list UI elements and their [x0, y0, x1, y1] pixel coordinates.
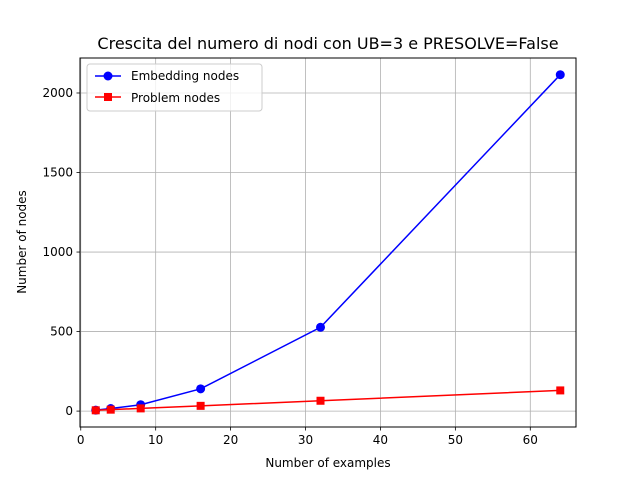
- legend-label-problem: Problem nodes: [131, 91, 220, 105]
- x-axis-label: Number of examples: [265, 456, 390, 470]
- legend: Embedding nodes Problem nodes: [86, 63, 263, 112]
- grid: [80, 58, 576, 427]
- data-point: [556, 386, 565, 395]
- data-point: [196, 401, 205, 410]
- x-axis: 0 10 20 30 40 50 60: [77, 427, 538, 447]
- legend-marker-problem: [104, 93, 112, 101]
- x-tick-label: 0: [77, 433, 85, 447]
- y-axis: 0 500 1000 1500 2000: [42, 86, 80, 418]
- legend-label-embedding: Embedding nodes: [131, 69, 239, 83]
- x-tick-label: 30: [298, 433, 313, 447]
- x-tick-label: 50: [448, 433, 463, 447]
- x-tick-label: 40: [373, 433, 388, 447]
- legend-marker-embedding: [103, 71, 113, 81]
- y-tick-label: 0: [65, 404, 73, 418]
- y-tick-label: 1500: [42, 166, 73, 180]
- chart-title: Crescita del numero di nodi con UB=3 e P…: [97, 34, 558, 53]
- y-axis-label: Number of nodes: [15, 190, 29, 294]
- y-tick-label: 500: [50, 325, 73, 339]
- x-tick-label: 20: [223, 433, 238, 447]
- data-point: [136, 404, 145, 413]
- x-tick-label: 60: [523, 433, 538, 447]
- data-point: [106, 405, 115, 414]
- plot-frame: [79, 57, 577, 428]
- data-point: [316, 322, 326, 332]
- series-layer: [91, 70, 565, 415]
- x-tick-label: 10: [148, 433, 163, 447]
- y-tick-label: 2000: [42, 86, 73, 100]
- data-point: [555, 70, 565, 80]
- data-point: [316, 396, 325, 405]
- y-tick-label: 1000: [42, 245, 73, 259]
- legend-box: [86, 63, 263, 112]
- data-point: [91, 406, 100, 415]
- data-point: [196, 384, 206, 394]
- series-problem-nodes: [91, 386, 565, 415]
